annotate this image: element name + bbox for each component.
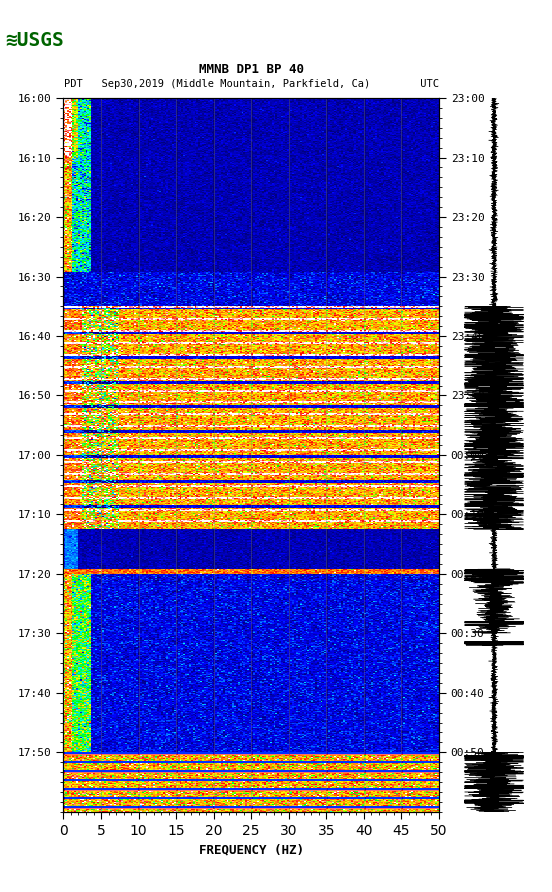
X-axis label: FREQUENCY (HZ): FREQUENCY (HZ) <box>199 843 304 856</box>
Text: PDT   Sep30,2019 (Middle Mountain, Parkfield, Ca)        UTC: PDT Sep30,2019 (Middle Mountain, Parkfie… <box>63 79 439 89</box>
Text: ≋USGS: ≋USGS <box>6 31 64 50</box>
Text: MMNB DP1 BP 40: MMNB DP1 BP 40 <box>199 62 304 76</box>
